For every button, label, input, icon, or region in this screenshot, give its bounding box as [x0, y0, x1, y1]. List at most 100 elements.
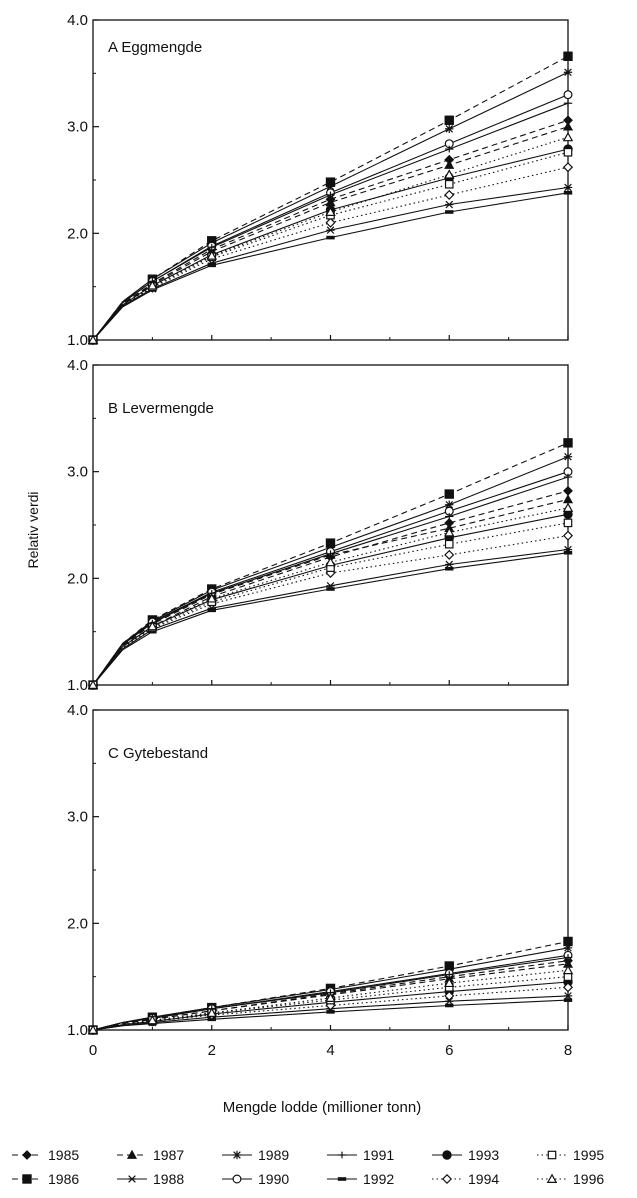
point-1991-8 [563, 954, 573, 961]
y-tick-label: 1.0 [67, 332, 88, 349]
legend-label-1987: 1987 [153, 1147, 184, 1163]
point-1994-8 [562, 530, 574, 541]
series-line-1996 [92, 136, 569, 341]
point-1996-8 [562, 964, 574, 975]
point-1988-6 [445, 200, 454, 209]
point-1987-8 [562, 494, 574, 504]
y-tick-label: 1.0 [67, 677, 88, 694]
y-tick-label: 2.0 [67, 225, 88, 242]
y-tick-label: 4.0 [67, 12, 88, 29]
point-1996-6 [444, 527, 455, 537]
point-1996-4 [325, 992, 336, 1002]
series-1993 [88, 509, 573, 690]
point-1995-8 [563, 147, 573, 157]
point-1990-8 [563, 90, 573, 100]
point-1992-6 [445, 566, 454, 571]
point-1996-0 [87, 679, 99, 689]
legend-label-1992: 1992 [363, 1171, 394, 1187]
point-1991-8 [563, 473, 573, 481]
point-1992-6 [445, 210, 454, 214]
point-1989-6 [445, 124, 454, 133]
y-tick-label: 2.0 [67, 915, 88, 932]
point-1994-8 [562, 162, 574, 173]
series-line-1987 [92, 498, 569, 686]
point-1987-8 [562, 121, 574, 131]
point-1989-8 [563, 943, 573, 953]
point-1986-8 [563, 438, 573, 448]
point-1996-0 [87, 334, 99, 344]
point-1996-1 [147, 620, 158, 631]
legend-entry-1996: 1996 [537, 1171, 604, 1187]
point-1988-6 [445, 997, 454, 1005]
legend-label-1988: 1988 [153, 1171, 184, 1187]
point-1994-6 [444, 549, 455, 560]
point-1994-8 [562, 982, 574, 993]
legend-entry-1992: 1992 [327, 1171, 394, 1187]
point-1992-8 [563, 550, 573, 555]
series-1991 [88, 99, 573, 344]
point-1996-0 [87, 1024, 99, 1034]
point-1995-6 [444, 539, 454, 549]
point-1992-8 [563, 998, 573, 1002]
x-tick-label: 2 [208, 1042, 216, 1059]
legend-label-1991: 1991 [363, 1147, 394, 1163]
panel-b-levermengde: B Levermengde 1.0 2.0 3.0 4.0 [67, 357, 574, 694]
panel-c-title: C Gytebestand [108, 745, 208, 762]
point-1996-2 [206, 250, 217, 260]
legend-label-1985: 1985 [48, 1147, 79, 1163]
series-1987 [87, 494, 574, 689]
legend-marker-1996 [546, 1173, 558, 1183]
point-1992-6 [445, 1003, 454, 1008]
legend-entry-1993: 1993 [432, 1147, 499, 1163]
legend-marker-1992 [337, 1177, 347, 1181]
point-1987-6 [444, 159, 455, 169]
panel-b-title: B Levermengde [108, 400, 214, 417]
point-1996-6 [444, 169, 455, 179]
series-1990 [88, 467, 573, 690]
y-tick-label: 4.0 [67, 702, 88, 719]
point-1991-8 [563, 99, 573, 107]
point-1995-8 [563, 518, 573, 528]
point-1988-6 [445, 560, 454, 569]
legend: 1985 1987 1989 1991 1993 1995 1986 1988 1990 1992… [12, 1147, 604, 1187]
point-1986-6 [444, 489, 454, 499]
y-tick-label: 4.0 [67, 357, 88, 374]
series-1993 [88, 144, 573, 345]
series-1991 [88, 473, 573, 689]
point-1996-4 [325, 206, 336, 216]
x-tick-label: 6 [445, 1042, 453, 1059]
series-line-1996 [92, 507, 569, 686]
x-tick-label: 4 [326, 1042, 334, 1059]
point-1991-4 [326, 550, 335, 558]
point-1992-2 [207, 608, 216, 613]
x-tick-label: 8 [564, 1042, 572, 1059]
point-1992-4 [326, 235, 335, 240]
point-1988-8 [563, 183, 573, 192]
point-1988-4 [326, 226, 335, 234]
point-1994-6 [444, 990, 455, 1001]
y-tick-label: 2.0 [67, 570, 88, 587]
legend-marker-1989 [232, 1150, 242, 1160]
point-1996-1 [147, 280, 158, 290]
point-1992-4 [326, 1010, 335, 1014]
point-1991-4 [326, 191, 335, 199]
point-1989-8 [563, 68, 573, 77]
panel-c-gytebestand: C Gytebestand 1.0 2.0 3.0 4.0 0 2 4 6 8 [67, 702, 574, 1059]
point-1992-8 [563, 191, 573, 195]
series-1996 [87, 964, 574, 1034]
series-1996 [87, 502, 574, 689]
legend-entry-1987: 1987 [117, 1147, 184, 1163]
series-1996 [87, 131, 574, 344]
legend-label-1986: 1986 [48, 1171, 79, 1187]
point-1994-4 [325, 217, 336, 228]
legend-marker-1988 [127, 1175, 137, 1183]
point-1991-6 [445, 513, 454, 520]
legend-marker-1987 [126, 1149, 138, 1159]
legend-marker-1993 [442, 1150, 452, 1160]
point-1996-8 [562, 502, 574, 512]
legend-label-1993: 1993 [468, 1147, 499, 1163]
series-line-1991 [92, 476, 569, 686]
legend-marker-1995 [547, 1150, 557, 1160]
point-1986-6 [444, 115, 454, 125]
